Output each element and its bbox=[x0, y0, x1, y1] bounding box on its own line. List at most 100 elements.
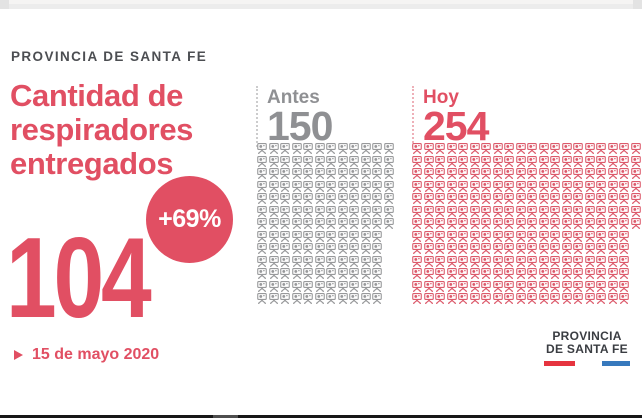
ventilator-icon bbox=[561, 193, 572, 204]
pictogram-column bbox=[561, 143, 572, 304]
ventilator-icon bbox=[383, 193, 394, 204]
flag-red-bar bbox=[544, 361, 575, 366]
ventilator-icon bbox=[383, 168, 394, 179]
ventilator-icon bbox=[584, 143, 595, 154]
ventilator-icon bbox=[372, 255, 382, 267]
ventilator-icon bbox=[446, 230, 457, 242]
ventilator-icon bbox=[314, 193, 325, 204]
ventilator-icon bbox=[337, 280, 348, 292]
ventilator-icon bbox=[607, 293, 618, 304]
ventilator-icon bbox=[326, 218, 336, 229]
ventilator-icon bbox=[268, 193, 279, 204]
ventilator-icon bbox=[337, 268, 348, 279]
ventilator-icon bbox=[538, 193, 549, 204]
ventilator-icon bbox=[372, 243, 382, 254]
ventilator-icon bbox=[550, 230, 560, 242]
ventilator-icon bbox=[458, 268, 468, 279]
ventilator-icon bbox=[435, 168, 445, 179]
ventilator-icon bbox=[280, 243, 290, 254]
ventilator-icon bbox=[538, 205, 549, 217]
ventilator-icon bbox=[257, 268, 267, 279]
ventilator-icon bbox=[550, 243, 560, 254]
ventilator-icon bbox=[619, 205, 629, 217]
pictogram-column bbox=[268, 143, 279, 304]
triangle-right-icon bbox=[14, 350, 23, 360]
ventilator-icon bbox=[584, 205, 595, 217]
ventilator-icon bbox=[596, 168, 606, 179]
ventilator-icon bbox=[527, 230, 537, 242]
ventilator-icon bbox=[619, 268, 629, 279]
ventilator-icon bbox=[527, 205, 537, 217]
ventilator-icon bbox=[257, 255, 267, 267]
ventilator-icon bbox=[326, 168, 336, 179]
ventilator-icon bbox=[423, 168, 434, 179]
ventilator-icon bbox=[314, 168, 325, 179]
ventilator-icon bbox=[596, 230, 606, 242]
ventilator-icon bbox=[337, 143, 348, 154]
ventilator-icon bbox=[573, 243, 583, 254]
ventilator-icon bbox=[280, 168, 290, 179]
ventilator-icon bbox=[538, 268, 549, 279]
ventilator-icon bbox=[561, 143, 572, 154]
ventilator-icon bbox=[257, 293, 267, 304]
ventilator-icon bbox=[435, 243, 445, 254]
pictogram-column bbox=[372, 143, 382, 304]
title-line-1: Cantidad de bbox=[10, 78, 184, 113]
ventilator-icon bbox=[458, 230, 468, 242]
ventilator-icon bbox=[492, 243, 503, 254]
ventilator-icon bbox=[458, 255, 468, 267]
ventilator-icon bbox=[412, 168, 422, 179]
ventilator-icon bbox=[360, 255, 371, 267]
ventilator-icon bbox=[383, 143, 394, 154]
ventilator-icon bbox=[360, 293, 371, 304]
ventilator-icon bbox=[326, 280, 336, 292]
ventilator-icon bbox=[469, 168, 480, 179]
ventilator-icon bbox=[527, 180, 537, 192]
ventilator-icon bbox=[550, 205, 560, 217]
pictogram-column bbox=[515, 143, 526, 304]
ventilator-icon bbox=[584, 218, 595, 229]
ventilator-icon bbox=[291, 218, 302, 229]
ventilator-icon bbox=[584, 268, 595, 279]
ventilator-icon bbox=[538, 293, 549, 304]
ventilator-icon bbox=[326, 243, 336, 254]
ventilator-icon bbox=[515, 155, 526, 167]
ventilator-icon bbox=[280, 255, 290, 267]
ventilator-icon bbox=[280, 218, 290, 229]
ventilator-icon bbox=[584, 193, 595, 204]
pictogram-column bbox=[383, 143, 394, 229]
pictogram-column bbox=[257, 143, 267, 304]
ventilator-icon bbox=[303, 205, 313, 217]
ventilator-icon bbox=[314, 230, 325, 242]
ventilator-icon bbox=[492, 255, 503, 267]
ventilator-icon bbox=[492, 230, 503, 242]
ventilator-icon bbox=[349, 193, 359, 204]
ventilator-icon bbox=[337, 230, 348, 242]
ventilator-icon bbox=[481, 168, 491, 179]
ventilator-icon bbox=[268, 205, 279, 217]
ventilator-icon bbox=[573, 255, 583, 267]
ventilator-icon bbox=[481, 218, 491, 229]
ventilator-icon bbox=[596, 255, 606, 267]
ventilator-icon bbox=[435, 268, 445, 279]
ventilator-icon bbox=[515, 143, 526, 154]
ventilator-icon bbox=[527, 168, 537, 179]
ventilator-icon bbox=[423, 143, 434, 154]
ventilator-icon bbox=[481, 230, 491, 242]
ventilator-icon bbox=[584, 155, 595, 167]
pictogram-column bbox=[527, 143, 537, 304]
percent-badge: +69% bbox=[146, 176, 233, 263]
ventilator-icon bbox=[458, 293, 468, 304]
ventilator-icon bbox=[504, 193, 514, 204]
ventilator-icon bbox=[527, 218, 537, 229]
ventilator-icon bbox=[504, 243, 514, 254]
top-right-corner-shade bbox=[633, 0, 642, 9]
ventilator-icon bbox=[383, 218, 394, 229]
ventilator-icon bbox=[257, 155, 267, 167]
pictogram-column bbox=[423, 143, 434, 304]
ventilator-icon bbox=[372, 205, 382, 217]
ventilator-icon bbox=[492, 268, 503, 279]
ventilator-icon bbox=[349, 268, 359, 279]
ventilator-icon bbox=[360, 143, 371, 154]
ventilator-icon bbox=[538, 155, 549, 167]
